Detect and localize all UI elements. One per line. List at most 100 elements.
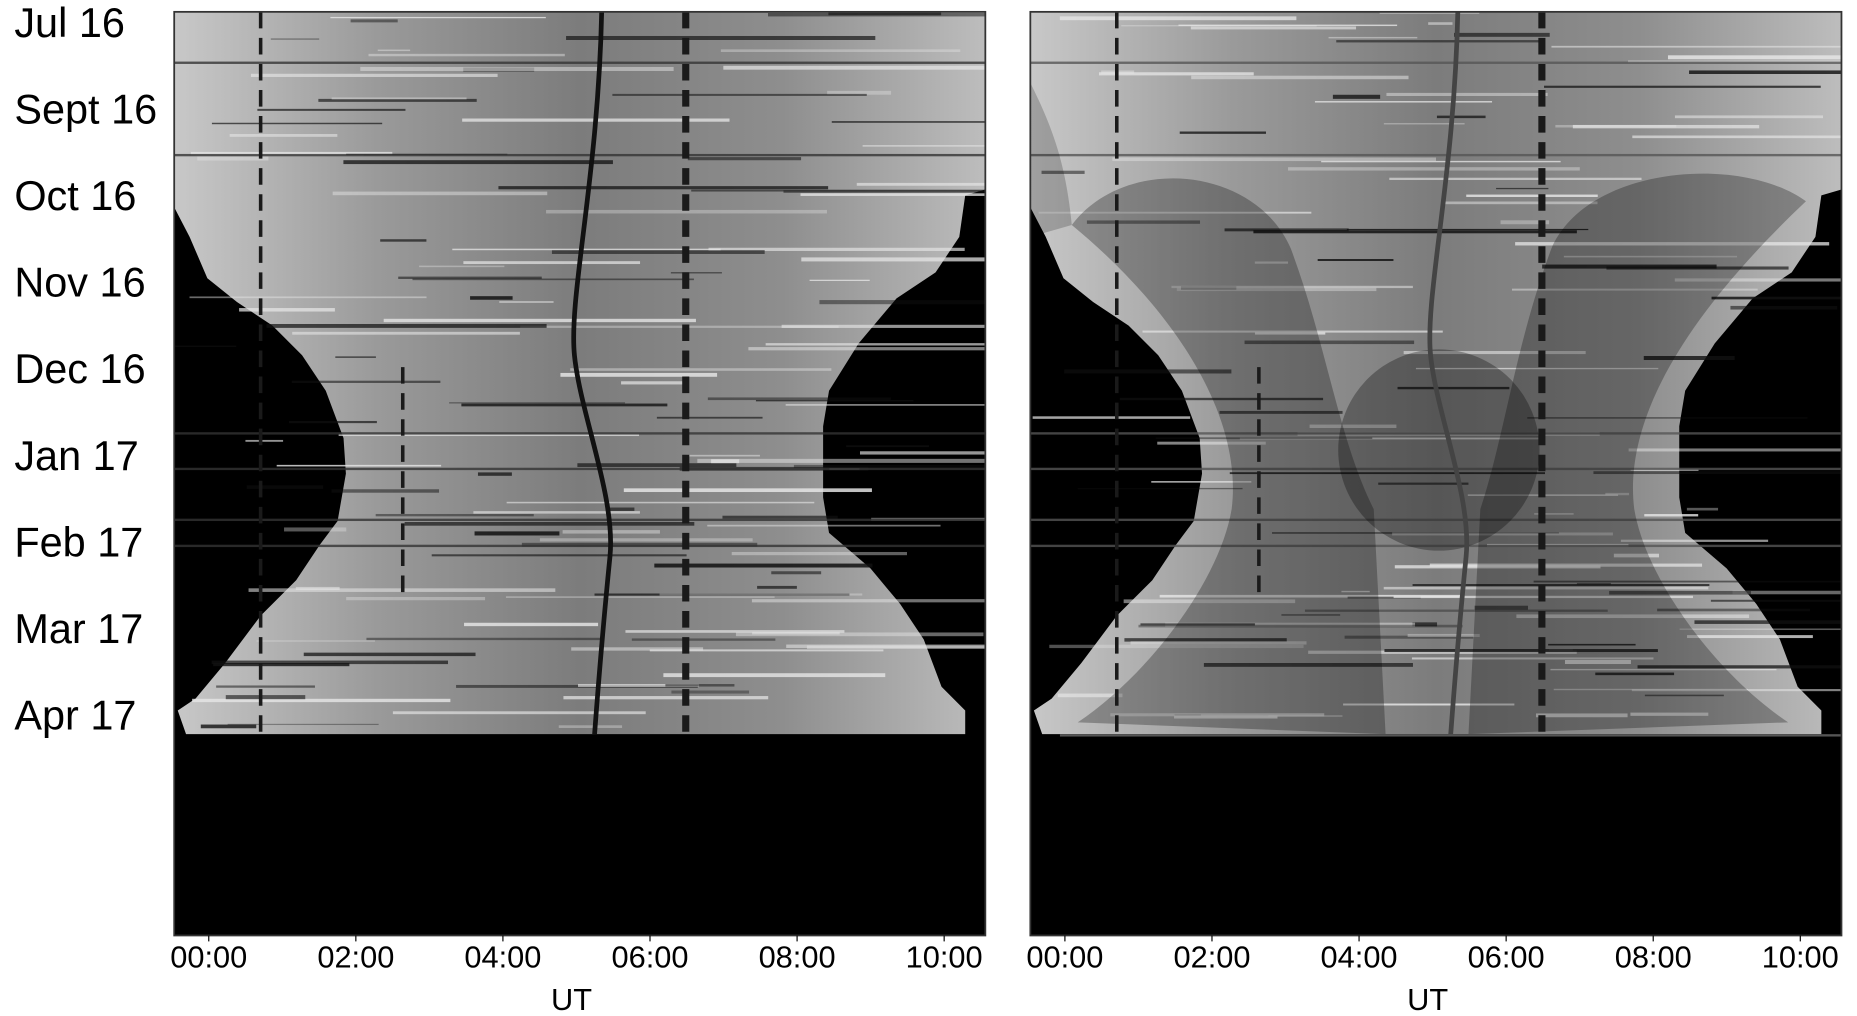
streak bbox=[174, 518, 986, 522]
streak bbox=[1551, 45, 1842, 48]
streak bbox=[1142, 330, 1443, 333]
streak bbox=[671, 690, 750, 694]
streak bbox=[1572, 124, 1760, 129]
streak bbox=[380, 239, 427, 242]
streak bbox=[1239, 437, 1541, 440]
streak bbox=[1496, 187, 1549, 190]
streak bbox=[292, 331, 520, 335]
streak bbox=[755, 399, 914, 402]
streak bbox=[827, 90, 892, 95]
streak bbox=[846, 445, 929, 448]
streak bbox=[499, 300, 554, 303]
streak bbox=[1124, 638, 1287, 642]
streak bbox=[665, 684, 735, 687]
streak bbox=[752, 631, 840, 635]
plot-area bbox=[174, 11, 986, 936]
streak bbox=[785, 404, 986, 406]
streak bbox=[687, 157, 802, 161]
streak bbox=[654, 563, 873, 568]
streak bbox=[174, 345, 237, 347]
streak bbox=[368, 53, 565, 57]
streak bbox=[859, 451, 986, 455]
streak bbox=[1328, 36, 1418, 39]
streak bbox=[330, 16, 546, 19]
streak bbox=[197, 156, 269, 161]
streak bbox=[412, 278, 694, 281]
streak bbox=[856, 182, 986, 186]
streak bbox=[1687, 635, 1813, 639]
streak bbox=[731, 551, 907, 556]
streak bbox=[686, 454, 760, 457]
streak bbox=[578, 683, 700, 687]
streak bbox=[449, 402, 626, 404]
x-tick-label: 00:00 bbox=[1026, 939, 1103, 974]
meridian-curve bbox=[571, 11, 613, 735]
streak bbox=[318, 98, 477, 102]
x-tick-label: 02:00 bbox=[317, 939, 394, 974]
streak bbox=[735, 632, 984, 637]
streak bbox=[521, 542, 758, 547]
streak bbox=[266, 323, 547, 328]
ground-region bbox=[174, 736, 986, 936]
streak bbox=[338, 433, 640, 437]
streak bbox=[1411, 657, 1654, 660]
streak bbox=[1548, 643, 1636, 646]
streak bbox=[1030, 432, 1842, 435]
streak bbox=[291, 380, 441, 383]
streak bbox=[711, 459, 740, 464]
streak bbox=[1119, 397, 1324, 401]
streak bbox=[190, 151, 393, 155]
streak bbox=[748, 347, 986, 351]
streak bbox=[295, 586, 340, 591]
panel bbox=[173, 10, 987, 942]
streak bbox=[1030, 467, 1842, 471]
streak bbox=[1535, 713, 1628, 718]
streak bbox=[1474, 605, 1528, 610]
streak bbox=[1159, 594, 1464, 598]
streak bbox=[722, 515, 838, 519]
streak bbox=[1346, 228, 1589, 231]
y-tick-label: Jul 16 bbox=[14, 0, 125, 46]
streak bbox=[1059, 16, 1297, 21]
streak bbox=[1268, 715, 1343, 717]
streak bbox=[720, 49, 961, 53]
streak bbox=[463, 67, 535, 72]
streak bbox=[464, 622, 599, 627]
streak bbox=[375, 513, 534, 517]
streak bbox=[1224, 228, 1349, 232]
streak bbox=[786, 644, 986, 648]
streak bbox=[174, 544, 986, 548]
streak bbox=[765, 343, 986, 346]
streak bbox=[663, 673, 886, 678]
streak bbox=[1049, 644, 1304, 649]
x-tick-label: 04:00 bbox=[464, 939, 541, 974]
streak bbox=[1041, 170, 1085, 174]
streak bbox=[1314, 101, 1493, 103]
y-tick-label: Mar 17 bbox=[14, 605, 143, 652]
streak bbox=[1466, 194, 1598, 197]
x-tick-label: 06:00 bbox=[1468, 939, 1545, 974]
streak bbox=[707, 397, 891, 401]
streak bbox=[1110, 713, 1325, 717]
streak bbox=[768, 12, 986, 17]
streak bbox=[256, 640, 375, 642]
ground-region bbox=[1030, 736, 1842, 936]
streak bbox=[551, 250, 765, 254]
streak bbox=[1178, 24, 1398, 27]
streak bbox=[1609, 590, 1751, 595]
streak bbox=[1176, 287, 1377, 292]
streak bbox=[174, 153, 986, 157]
streak bbox=[404, 521, 695, 526]
panel-frame bbox=[1029, 10, 1843, 937]
streak bbox=[560, 372, 718, 377]
model-region bbox=[1071, 178, 1386, 735]
x-axis-label: UT bbox=[1407, 982, 1448, 1016]
streak bbox=[1038, 211, 1312, 214]
y-tick-label: Sept 16 bbox=[14, 86, 157, 133]
streak bbox=[649, 649, 884, 652]
streak bbox=[1534, 513, 1574, 515]
streak bbox=[452, 248, 721, 251]
streak bbox=[1679, 628, 1842, 631]
streak bbox=[1667, 55, 1842, 60]
model-region bbox=[1030, 82, 1072, 237]
